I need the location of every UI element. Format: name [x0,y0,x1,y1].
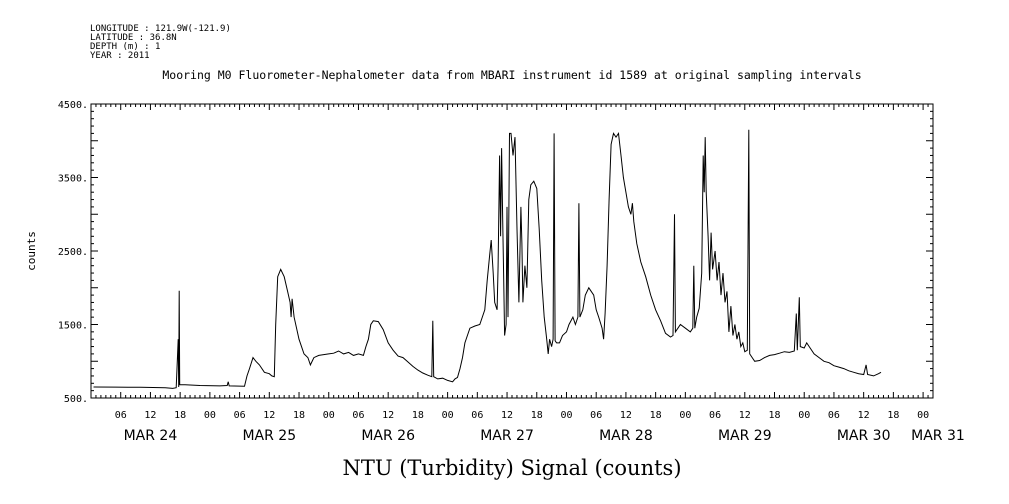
x-hour-label: 18 [412,410,424,421]
y-tick-label: 2500. [58,247,88,258]
x-hour-label: 12 [620,410,632,421]
x-hour-label: 00 [323,410,335,421]
x-hour-label: 06 [471,410,483,421]
x-hour-labels: 06 12 18 00 06 12 18 00 06 12 18 00 06 12 18 00 06 12 18 00… [115,410,929,421]
x-axis-label: NTU (Turbidity) Signal (counts) [342,456,681,480]
x-hour-label: 06 [828,410,840,421]
x-hour-label: 12 [739,410,751,421]
x-hour-label: 12 [144,410,156,421]
x-hour-label: 06 [352,410,364,421]
series-line [93,129,882,389]
x-day-label: MAR 28 [599,428,653,444]
x-day-label: MAR 27 [480,428,534,444]
x-hour-label: 06 [590,410,602,421]
x-hour-label: 00 [798,410,810,421]
x-hour-label: 12 [382,410,394,421]
depth-label: DEPTH (m) : 1 [90,42,160,52]
x-hour-label: 00 [560,410,572,421]
x-hour-label: 00 [679,410,691,421]
x-hour-label: 00 [204,410,216,421]
x-hour-label: 18 [293,410,305,421]
x-hour-label: 00 [442,410,454,421]
x-hour-label: 00 [917,410,929,421]
x-hour-label: 12 [501,410,513,421]
x-hour-label: 06 [709,410,721,421]
x-day-label: MAR 31 [911,428,965,444]
chart-title: Mooring M0 Fluorometer-Nephalometer data… [162,68,861,82]
x-hour-label: 18 [768,410,780,421]
x-day-label: MAR 26 [361,428,415,444]
y-tick-label: 1500. [58,321,88,332]
x-day-labels: MAR 24 MAR 25 MAR 26 MAR 27 MAR 28 MAR 29 MAR … [124,428,965,444]
x-hour-label: 18 [531,410,543,421]
x-hour-label: 06 [115,410,127,421]
y-tick-label: 3500. [58,174,88,185]
x-day-label: MAR 25 [242,428,296,444]
x-hour-label: 12 [263,410,275,421]
x-day-label: MAR 30 [837,428,891,444]
y-tick-label: 500. [64,394,88,405]
tick-marks [90,103,934,399]
x-hour-label: 18 [650,410,662,421]
y-tick-labels: 500. 1500. 2500. 3500. 4500. [58,100,88,405]
x-hour-label: 18 [174,410,186,421]
x-day-label: MAR 24 [124,428,178,444]
latitude-label: LATITUDE : 36.8N [90,33,177,43]
y-tick-label: 4500. [58,100,88,111]
x-hour-label: 12 [858,410,870,421]
year-label: YEAR : 2011 [90,51,150,61]
x-hour-label: 06 [234,410,246,421]
series-lines [93,129,882,389]
y-axis-label: counts [25,231,38,271]
x-hour-label: 18 [887,410,899,421]
x-day-label: MAR 29 [718,428,772,444]
longitude-label: LONGITUDE : 121.9W(-121.9) [90,24,231,34]
